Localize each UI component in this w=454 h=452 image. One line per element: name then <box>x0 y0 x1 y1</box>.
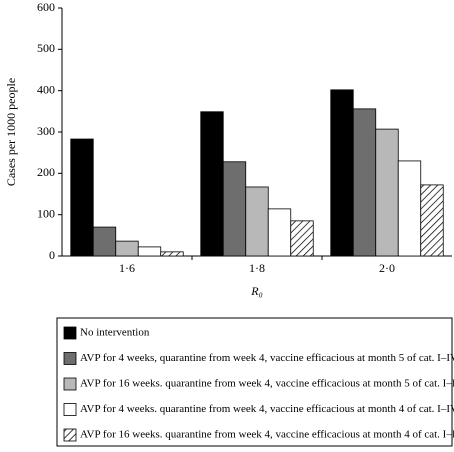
bar <box>245 186 269 257</box>
bar <box>267 208 292 257</box>
bar <box>92 226 117 257</box>
y-tick-label: 500 <box>37 41 55 55</box>
legend-swatch <box>63 326 77 340</box>
y-tick-label: 600 <box>37 0 55 14</box>
bar <box>200 111 224 257</box>
y-tick-label: 200 <box>37 165 55 179</box>
x-tick-label: 1·6 <box>119 261 135 275</box>
y-tick-label: 400 <box>37 82 55 96</box>
bar <box>330 89 354 257</box>
x-tick-label: 2·0 <box>379 261 395 275</box>
y-axis-label: Cases per 1000 people <box>4 78 18 186</box>
legend-label: No intervention <box>80 327 150 339</box>
legend-label: AVP for 4 weeks. quarantine from week 4,… <box>80 403 454 415</box>
bar <box>70 138 94 257</box>
bar <box>397 160 422 257</box>
legend-label: AVP for 16 weeks. quarantine from week 4… <box>80 378 454 390</box>
legend-label: AVP for 16 weeks. quarantine from week 4… <box>80 429 454 441</box>
legend-swatch <box>63 352 77 365</box>
bar <box>290 220 314 257</box>
bar <box>222 161 247 257</box>
bar <box>137 246 162 257</box>
legend-swatch <box>63 377 77 391</box>
bar <box>160 251 184 257</box>
bar <box>115 240 139 257</box>
legend-swatch <box>63 403 77 416</box>
bar <box>375 128 399 257</box>
bar <box>352 108 377 257</box>
y-tick-label: 0 <box>49 248 55 262</box>
y-tick-label: 100 <box>37 206 55 220</box>
legend-label: AVP for 4 weeks, quarantine from week 4,… <box>80 352 454 364</box>
x-axis-label: R₀ <box>250 284 263 298</box>
bar <box>420 184 444 257</box>
legend-box <box>56 317 453 447</box>
y-tick-label: 300 <box>37 124 55 138</box>
x-tick-label: 1·8 <box>249 261 265 275</box>
legend-swatch <box>63 428 77 442</box>
